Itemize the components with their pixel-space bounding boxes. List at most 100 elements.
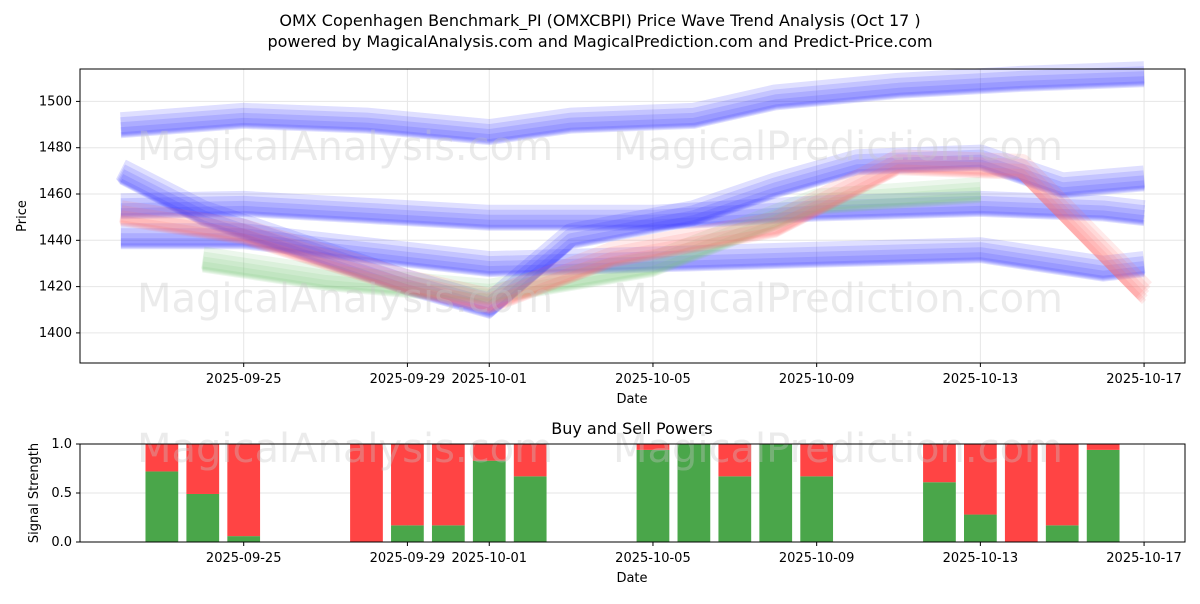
wave-price-wave-layer xyxy=(118,159,1145,318)
wave-price-wave-layer xyxy=(119,164,1145,319)
buy-bar xyxy=(923,482,956,542)
signal-y-tick-label: 1.0 xyxy=(51,437,72,452)
wave-upper-wave-layer xyxy=(120,76,1145,145)
wave-mid-band-layer xyxy=(120,195,1146,228)
signal-y-label: Signal Strength xyxy=(27,443,42,543)
price-waves xyxy=(115,61,1152,319)
buy-bar xyxy=(513,476,547,542)
wave-mid-band-layer xyxy=(120,205,1145,230)
buy-bar xyxy=(759,444,793,542)
price-plot-area xyxy=(80,69,1185,363)
wave-upper-wave-layer xyxy=(120,81,1145,146)
wave-buy-wave-layer xyxy=(201,182,982,302)
wave-buy-wave-layer xyxy=(201,177,982,301)
wave-mid-band-layer xyxy=(120,200,1145,229)
price-y-axis: 1400 1420 1440 1460 1480 1500 xyxy=(39,94,80,341)
buy-bar xyxy=(1045,525,1079,542)
wave-buy-wave-layer xyxy=(202,197,981,305)
wave-sell-wave-layer xyxy=(119,149,1152,311)
buy-bar xyxy=(677,444,711,542)
signal-bars xyxy=(145,444,1120,542)
watermark-top-left: MagicalAnalysis.com xyxy=(137,124,553,170)
wave-price-wave-layer xyxy=(116,149,1145,316)
sell-bar xyxy=(1045,444,1079,526)
price-plot-frame xyxy=(79,68,1186,364)
wave-upper-wave-layer xyxy=(120,66,1145,143)
sell-bar xyxy=(391,444,424,526)
signal-title: Buy and Sell Powers xyxy=(551,419,713,438)
price-x-label: Date xyxy=(616,392,647,407)
sell-bar xyxy=(1086,444,1120,450)
price-y-tick-label: 1480 xyxy=(39,141,72,156)
price-x-tick-label: 2025-10-17 xyxy=(1106,372,1182,387)
sell-bar xyxy=(800,444,834,477)
signal-y-tick-label: 0.5 xyxy=(51,486,72,501)
wave-price-wave-layer xyxy=(115,144,1146,315)
signal-x-tick-label: 2025-10-09 xyxy=(779,551,855,566)
signal-x-tick-label: 2025-10-13 xyxy=(943,551,1019,566)
wave-price-wave-layer xyxy=(117,154,1145,317)
wave-sell-wave-layer xyxy=(120,169,1147,315)
price-y-tick-label: 1400 xyxy=(39,326,72,341)
sell-bar xyxy=(513,444,547,477)
sell-bar xyxy=(964,444,997,515)
watermark-bottom-right: MagicalPrediction.com xyxy=(613,426,1063,472)
buy-bar xyxy=(431,525,465,542)
buy-bar xyxy=(145,471,179,542)
buy-bar xyxy=(227,536,261,542)
buy-bar xyxy=(391,525,424,542)
price-x-tick-label: 2025-09-25 xyxy=(206,372,282,387)
signal-x-axis: 2025-09-25 2025-09-29 2025-10-01 2025-10-05… xyxy=(206,542,1182,566)
signal-x-tick-label: 2025-09-25 xyxy=(206,551,282,566)
signal-x-tick-label: 2025-09-29 xyxy=(370,551,446,566)
wave-lower-band-layer xyxy=(120,223,1146,278)
price-y-tick-label: 1460 xyxy=(39,187,72,202)
wave-sell-wave-layer xyxy=(119,159,1150,313)
wave-buy-wave-layer xyxy=(202,192,981,304)
price-x-tick-label: 2025-10-09 xyxy=(779,372,855,387)
wave-upper-wave-layer xyxy=(120,71,1145,144)
wave-lower-band-layer xyxy=(120,243,1145,282)
sell-bar xyxy=(923,444,956,483)
sell-bar xyxy=(636,444,670,450)
signal-x-tick-label: 2025-10-05 xyxy=(615,551,691,566)
price-grid xyxy=(80,69,1185,363)
buy-bar xyxy=(472,460,506,542)
wave-sell-wave-layer xyxy=(119,154,1151,312)
buy-bar xyxy=(186,493,220,542)
sell-bar xyxy=(472,444,506,461)
wave-lower-band-layer xyxy=(120,238,1145,281)
signal-x-tick-label: 2025-10-01 xyxy=(451,551,527,566)
wave-sell-wave-layer xyxy=(120,164,1148,314)
watermark-mid-right: MagicalPrediction.com xyxy=(613,276,1063,322)
price-y-tick-label: 1500 xyxy=(39,94,72,109)
price-panel: MagicalAnalysis.com MagicalPrediction.co… xyxy=(15,61,1186,407)
sell-bar xyxy=(186,444,220,494)
watermark-bottom-left: MagicalAnalysis.com xyxy=(137,426,553,472)
price-y-tick-label: 1440 xyxy=(39,233,72,248)
wave-upper-wave-layer xyxy=(120,61,1145,142)
buy-bar xyxy=(800,476,834,542)
wave-lower-band-layer xyxy=(120,228,1146,279)
signal-y-tick-label: 0.0 xyxy=(51,535,72,550)
signal-x-tick-label: 2025-10-17 xyxy=(1106,551,1182,566)
price-x-tick-label: 2025-10-13 xyxy=(943,372,1019,387)
buy-bar xyxy=(964,514,997,542)
price-x-tick-label: 2025-10-01 xyxy=(451,372,527,387)
wave-lower-band-layer xyxy=(120,233,1145,280)
watermark-top-right: MagicalPrediction.com xyxy=(613,124,1063,170)
watermark-mid-left: MagicalAnalysis.com xyxy=(137,276,553,322)
wave-buy-wave-layer xyxy=(201,187,981,303)
signal-x-label: Date xyxy=(616,571,647,586)
signal-y-axis: 0.0 0.5 1.0 xyxy=(51,437,80,550)
wave-mid-band-layer xyxy=(120,190,1146,227)
buy-bar xyxy=(718,476,752,542)
price-y-label: Price xyxy=(15,200,30,232)
sell-bar xyxy=(718,444,752,477)
price-y-tick-label: 1420 xyxy=(39,280,72,295)
sell-bar xyxy=(1004,444,1038,542)
price-x-axis: 2025-09-25 2025-09-29 2025-10-01 2025-10-05… xyxy=(206,363,1182,387)
wave-mid-band-layer xyxy=(120,210,1145,231)
signal-panel: Buy and Sell Powers MagicalAnalysis.com … xyxy=(27,419,1186,586)
